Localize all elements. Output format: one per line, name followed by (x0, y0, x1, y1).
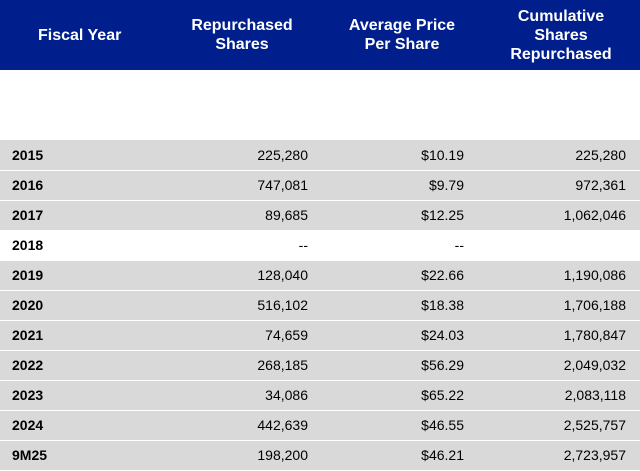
cell-average-price: $65.22 (322, 380, 482, 411)
cell-cumulative-shares (482, 230, 640, 261)
cell-fiscal-year: 2015 (0, 140, 162, 171)
table-header: Fiscal Year Repurchased Shares Average P… (0, 0, 640, 140)
cell-fiscal-year: 2022 (0, 350, 162, 381)
cell-cumulative-shares: 972,361 (482, 170, 640, 201)
header-fiscal-year-label: Fiscal Year (38, 26, 122, 44)
table-row: 2015 225,280 $10.19 225,280 (0, 140, 640, 171)
cell-repurchased-shares: 442,639 (162, 410, 322, 441)
header-cumulative-shares: Cumulative Shares Repurchased (482, 0, 640, 70)
header-repurchased-line1: Repurchased (191, 17, 293, 34)
header-repurchased-shares: Repurchased Shares (162, 0, 322, 70)
cell-repurchased-shares: 198,200 (162, 440, 322, 471)
cell-average-price: $10.19 (322, 140, 482, 171)
header-average-price: Average Price Per Share (322, 0, 482, 70)
cell-cumulative-shares: 1,190,086 (482, 260, 640, 291)
header-cumulative-line1: Cumulative (517, 7, 605, 25)
cell-fiscal-year: 2021 (0, 320, 162, 351)
cell-cumulative-shares: 1,062,046 (482, 200, 640, 231)
cell-repurchased-shares: 747,081 (162, 170, 322, 201)
cell-repurchased-shares: -- (162, 230, 322, 261)
table-row: 2020 516,102 $18.38 1,706,188 (0, 290, 640, 321)
table-row: 2022 268,185 $56.29 2,049,032 (0, 350, 640, 381)
cell-cumulative-shares: 225,280 (482, 140, 640, 171)
cell-average-price: $46.21 (322, 440, 482, 471)
cell-cumulative-shares: 2,049,032 (482, 350, 640, 381)
cell-average-price: $18.38 (322, 290, 482, 321)
table-row: 2023 34,086 $65.22 2,083,118 (0, 380, 640, 411)
table-row: 9M25 198,200 $46.21 2,723,957 (0, 440, 640, 471)
header-fiscal-year: Fiscal Year (0, 0, 162, 70)
cell-average-price: -- (322, 230, 482, 261)
cell-fiscal-year: 2024 (0, 410, 162, 441)
cell-average-price: $56.29 (322, 350, 482, 381)
header-cumulative-line3: Repurchased (510, 45, 612, 63)
cell-fiscal-year: 2017 (0, 200, 162, 231)
table-row: 2019 128,040 $22.66 1,190,086 (0, 260, 640, 291)
cell-cumulative-shares: 2,525,757 (482, 410, 640, 441)
table-row: 2024 442,639 $46.55 2,525,757 (0, 410, 640, 441)
cell-fiscal-year: 2018 (0, 230, 162, 261)
cell-average-price: $9.79 (322, 170, 482, 201)
header-separator (0, 70, 640, 140)
cell-cumulative-shares: 1,706,188 (482, 290, 640, 321)
cell-cumulative-shares: 2,723,957 (482, 440, 640, 471)
cell-repurchased-shares: 74,659 (162, 320, 322, 351)
cell-average-price: $12.25 (322, 200, 482, 231)
table-row: 2021 74,659 $24.03 1,780,847 (0, 320, 640, 351)
cell-fiscal-year: 2023 (0, 380, 162, 411)
cell-repurchased-shares: 516,102 (162, 290, 322, 321)
header-repurchased-line2: Shares (215, 36, 269, 53)
cell-cumulative-shares: 2,083,118 (482, 380, 640, 411)
header-avg-price-line2: Per Share (364, 36, 440, 53)
cell-repurchased-shares: 225,280 (162, 140, 322, 171)
table-row: 2017 89,685 $12.25 1,062,046 (0, 200, 640, 231)
cell-fiscal-year: 9M25 (0, 440, 162, 471)
cell-repurchased-shares: 89,685 (162, 200, 322, 231)
table-body: 2015 225,280 $10.19 225,280 2016 747,081 $9.79… (0, 140, 640, 471)
cell-average-price: $46.55 (322, 410, 482, 441)
cell-average-price: $22.66 (322, 260, 482, 291)
header-cumulative-line2: Shares (534, 26, 588, 44)
cell-cumulative-shares: 1,780,847 (482, 320, 640, 351)
cell-fiscal-year: 2019 (0, 260, 162, 291)
cell-fiscal-year: 2020 (0, 290, 162, 321)
table-row: 2016 747,081 $9.79 972,361 (0, 170, 640, 201)
header-avg-price-line1: Average Price (348, 17, 456, 34)
cell-fiscal-year: 2016 (0, 170, 162, 201)
cell-repurchased-shares: 34,086 (162, 380, 322, 411)
table-row: 2018 -- -- (0, 230, 640, 261)
cell-repurchased-shares: 268,185 (162, 350, 322, 381)
cell-repurchased-shares: 128,040 (162, 260, 322, 291)
cell-average-price: $24.03 (322, 320, 482, 351)
